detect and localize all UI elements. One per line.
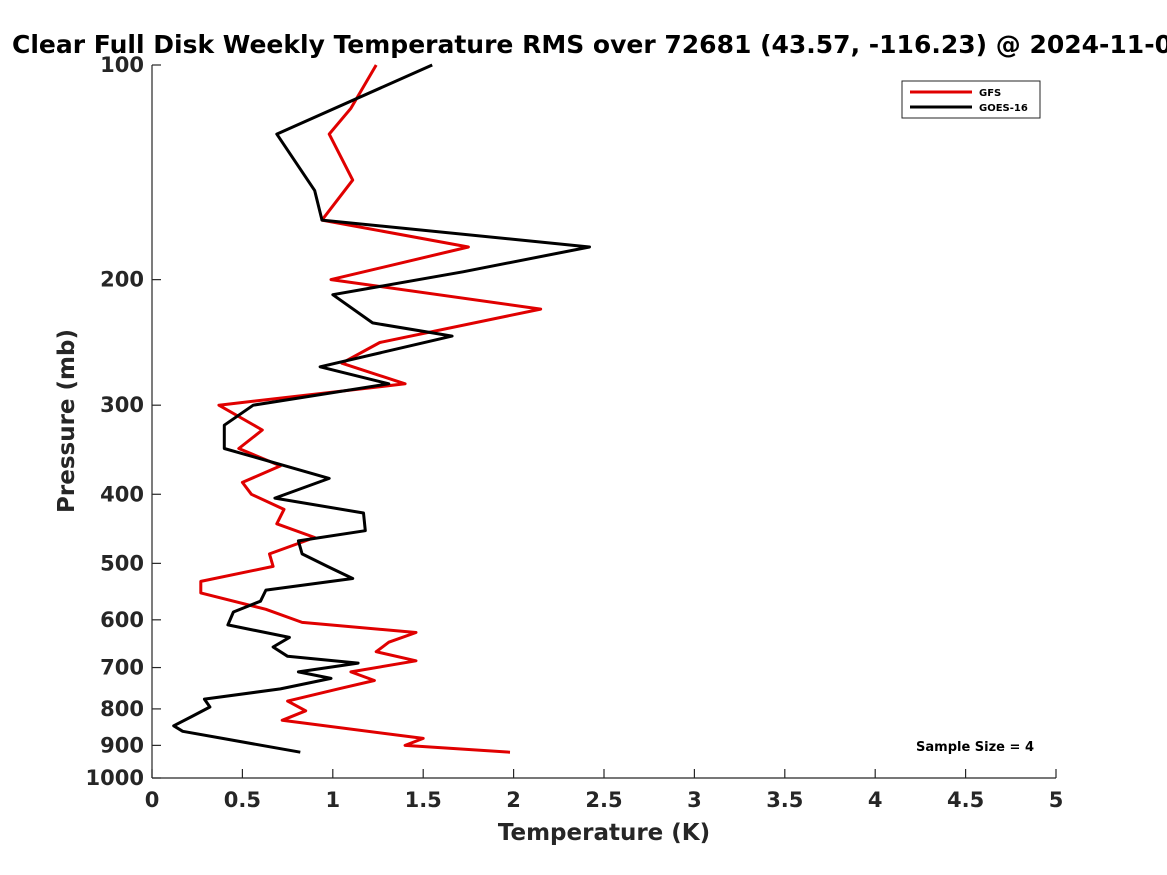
legend-label: GOES-16 (979, 103, 1028, 114)
legend-label: GFS (979, 88, 1001, 99)
series-line-gfs (199, 64, 543, 754)
y-tick-label: 300 (100, 393, 144, 417)
sample-size-note: Sample Size = 4 (916, 740, 1034, 755)
x-tick-label: 1 (325, 788, 340, 812)
chart-title: Clear Full Disk Weekly Temperature RMS o… (12, 30, 1167, 59)
legend-box (901, 80, 1041, 119)
x-tick-label: 4 (868, 788, 883, 812)
y-tick-label: 100 (100, 53, 144, 77)
x-tick-label: 0.5 (224, 788, 261, 812)
x-tick-label: 4.5 (947, 788, 984, 812)
y-tick-label: 900 (100, 733, 144, 757)
x-tick-label: 2.5 (585, 788, 622, 812)
series-layer (172, 63, 591, 754)
y-tick-label: 500 (100, 551, 144, 575)
x-tick-label: 5 (1049, 788, 1064, 812)
y-tick-label: 600 (100, 608, 144, 632)
x-axis-label: Temperature (K) (498, 820, 710, 846)
x-tick-label: 0 (145, 788, 160, 812)
y-tick-label: 800 (100, 697, 144, 721)
y-tick-label: 400 (100, 482, 144, 506)
legend: GFS GOES-16 (901, 80, 1041, 119)
x-tick-label: 2 (506, 788, 521, 812)
axes: 0 0.5 1 1.5 2 2.5 3 3.5 4 4.5 5 100 200 300 400 500 600 7… (86, 53, 1064, 812)
y-tick-label: 200 (100, 268, 144, 292)
y-tick-label: 700 (100, 656, 144, 680)
x-tick-label: 3.5 (766, 788, 803, 812)
y-axis-label: Pressure (mb) (54, 329, 80, 513)
series-line-goes-16 (172, 63, 591, 754)
x-tick-label: 1.5 (405, 788, 442, 812)
y-tick-label: 1000 (86, 766, 144, 790)
x-tick-label: 3 (687, 788, 702, 812)
